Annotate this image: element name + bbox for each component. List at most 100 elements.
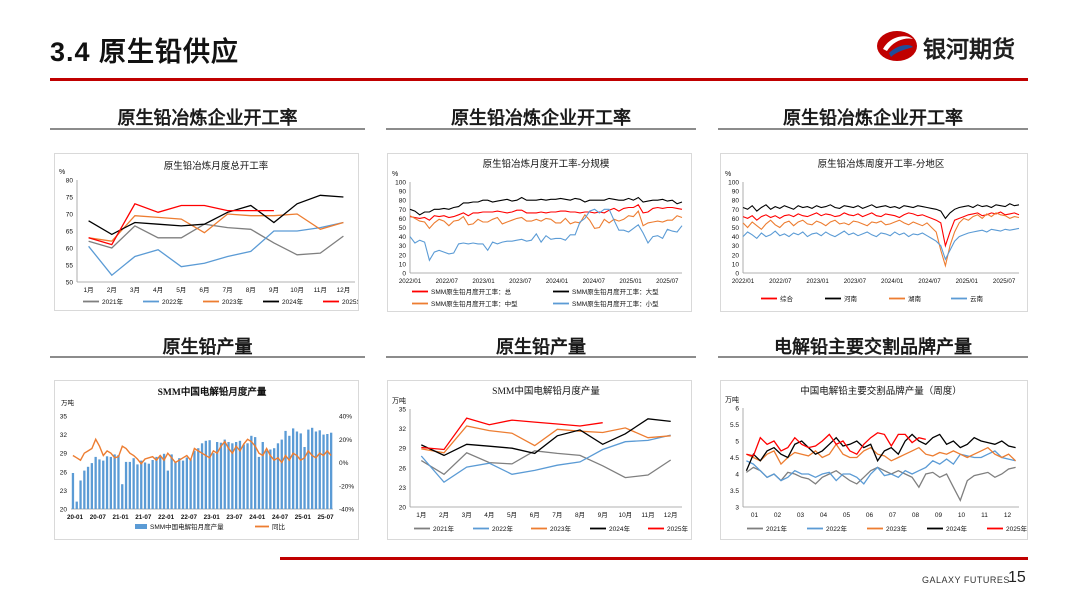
- series-line-湖南: [742, 212, 1020, 268]
- x-tick-label: 4月: [153, 286, 163, 294]
- output-bar: [314, 431, 318, 509]
- output-bar: [292, 428, 295, 509]
- output-bar: [155, 456, 158, 509]
- output-bar: [185, 457, 188, 509]
- series-line-2022年: [420, 434, 671, 484]
- section-title-1: 原生铅冶炼企业开工率: [117, 108, 298, 128]
- x-tick-label: 25-01: [295, 514, 312, 521]
- y-tick-label: 4: [735, 472, 739, 479]
- x-tick-label: 10: [958, 512, 966, 519]
- chart-weekly-brand-output: 中国电解铅主要交割品牌产量（周度） 万吨 3 3.5 4 4.5 5 5.5 6 01 02 03 04…: [720, 380, 1028, 540]
- output-bar: [212, 453, 215, 509]
- output-bar: [136, 464, 139, 509]
- chart-svg-6: 中国电解铅主要交割品牌产量（周度） 万吨 3 3.5 4 4.5 5 5.5 6 01 02 03 04…: [725, 385, 1027, 533]
- output-bar: [113, 454, 116, 509]
- series-line-2025年: [746, 432, 926, 457]
- y-tick-label: 10: [732, 261, 740, 268]
- chart-title: 中国电解铅主要交割品牌产量（周度）: [800, 385, 962, 397]
- output-bar: [170, 454, 173, 509]
- x-tick-label: 24-01: [249, 514, 266, 521]
- legend-label: 2022年: [826, 524, 847, 533]
- y-tick-label: 30: [399, 243, 407, 250]
- chart-svg-1: 原生铅冶炼月度总开工率% 50 55 60 65 70 75 80 1月 2月 3月 4月 5月 6月 7月…: [59, 160, 358, 306]
- x-tick-label: 02: [774, 512, 782, 519]
- y-tick-label: 50: [399, 225, 407, 232]
- x-tick-label: 8月: [246, 286, 256, 294]
- section-title-2: 原生铅冶炼企业开工率: [451, 108, 631, 128]
- y-tick-label: 90: [399, 189, 407, 196]
- output-bar: [86, 466, 90, 509]
- x-tick-label: 08: [912, 512, 920, 519]
- y-axis-unit: %: [59, 169, 65, 176]
- output-bar: [208, 440, 211, 509]
- x-tick-label: 03: [797, 512, 805, 519]
- legend-label: SMM原生铅月度开工率：总: [431, 287, 512, 296]
- output-bar: [140, 460, 143, 509]
- section-rule-4: [50, 356, 365, 358]
- x-tick-label: 20-07: [90, 514, 107, 521]
- company-logo: 银河期货: [875, 27, 1035, 65]
- y-tick-label: 80: [399, 198, 407, 205]
- x-tick-label: 2025/07: [656, 278, 679, 285]
- y-tick-label: 70: [399, 207, 407, 214]
- series-line-综合: [742, 211, 1020, 248]
- logo-text: 银河期货: [923, 36, 1015, 62]
- yoy-line: [72, 437, 332, 465]
- chart-title: 原生铅冶炼周度开工率-分地区: [818, 158, 945, 170]
- output-bar: [311, 427, 314, 509]
- x-tick-label: 11月: [641, 511, 654, 519]
- output-bar: [322, 434, 325, 509]
- x-tick-label: 10月: [618, 511, 632, 519]
- x-tick-label: 3月: [130, 286, 140, 294]
- legend-label: 2024年: [609, 524, 630, 533]
- x-tick-label: 2023/07: [509, 278, 532, 285]
- output-bar: [326, 434, 329, 509]
- x-tick-label: 12月: [664, 511, 678, 519]
- series-line-河南: [742, 203, 1020, 220]
- series-line-2024年: [421, 418, 671, 457]
- output-bar: [288, 435, 291, 509]
- output-bar: [105, 456, 109, 509]
- y-axis-unit: %: [725, 171, 731, 178]
- chart-monthly-output-by-year: SMM中国电解铅月度产量 万吨 20 23 26 29 32 35 1月 2月 3月 4月 5月 6月 7月…: [387, 380, 692, 540]
- chart-title: 原生铅冶炼月度开工率-分规模: [483, 158, 610, 170]
- header-divider: [50, 78, 1028, 81]
- section-rule-1: [50, 128, 365, 130]
- series-line-2022年: [88, 221, 344, 277]
- output-bar: [299, 433, 302, 509]
- legend-label: 同比: [272, 522, 286, 531]
- y-tick-label: 29: [399, 446, 407, 453]
- output-bar: [238, 440, 242, 509]
- x-tick-label: 22-07: [181, 514, 198, 521]
- x-tick-label: 5月: [507, 511, 517, 519]
- series-line-2025年: [421, 417, 603, 451]
- footer-brand: GALAXY FUTURES: [922, 575, 1010, 585]
- series-line-SMM原生铅月度开工率：大型: [409, 196, 683, 216]
- legend-label: 2023年: [550, 524, 571, 533]
- x-tick-label: 7月: [223, 286, 233, 294]
- x-tick-label: 2月: [107, 286, 117, 294]
- section-title-5: 原生铅产量: [496, 337, 586, 357]
- x-tick-label: 6月: [530, 511, 540, 519]
- x-tick-label: 12月: [337, 286, 351, 294]
- output-bar: [250, 435, 253, 509]
- x-tick-label: 3月: [462, 511, 472, 519]
- chart-operating-rate-by-scale: 原生铅冶炼月度开工率-分规模% 0 10 20 30 40 50 60 70 80 90 100 202…: [387, 153, 692, 312]
- output-bar: [132, 458, 135, 509]
- x-tick-label: 21-01: [113, 514, 130, 521]
- y-tick-label: 20: [399, 505, 407, 512]
- y-tick-label: 5.5: [730, 422, 739, 429]
- y-tick-label: 90: [732, 189, 740, 196]
- y-tick-label: 60: [66, 246, 74, 253]
- legend-label: SMM中国电解铅月度产量: [150, 522, 224, 531]
- legend-label: 2022年: [162, 297, 183, 306]
- y-tick-label: 0: [402, 271, 406, 278]
- legend-label: 2024年: [282, 297, 303, 306]
- y-tick-label: 80: [66, 178, 74, 185]
- x-tick-label: 9月: [269, 286, 279, 294]
- x-tick-label: 09: [935, 512, 943, 519]
- chart-svg-2: 原生铅冶炼月度开工率-分规模% 0 10 20 30 40 50 60 70 80 90 100 202…: [392, 158, 683, 308]
- y-tick-label: 55: [66, 263, 74, 270]
- section-rule-3: [718, 128, 1028, 130]
